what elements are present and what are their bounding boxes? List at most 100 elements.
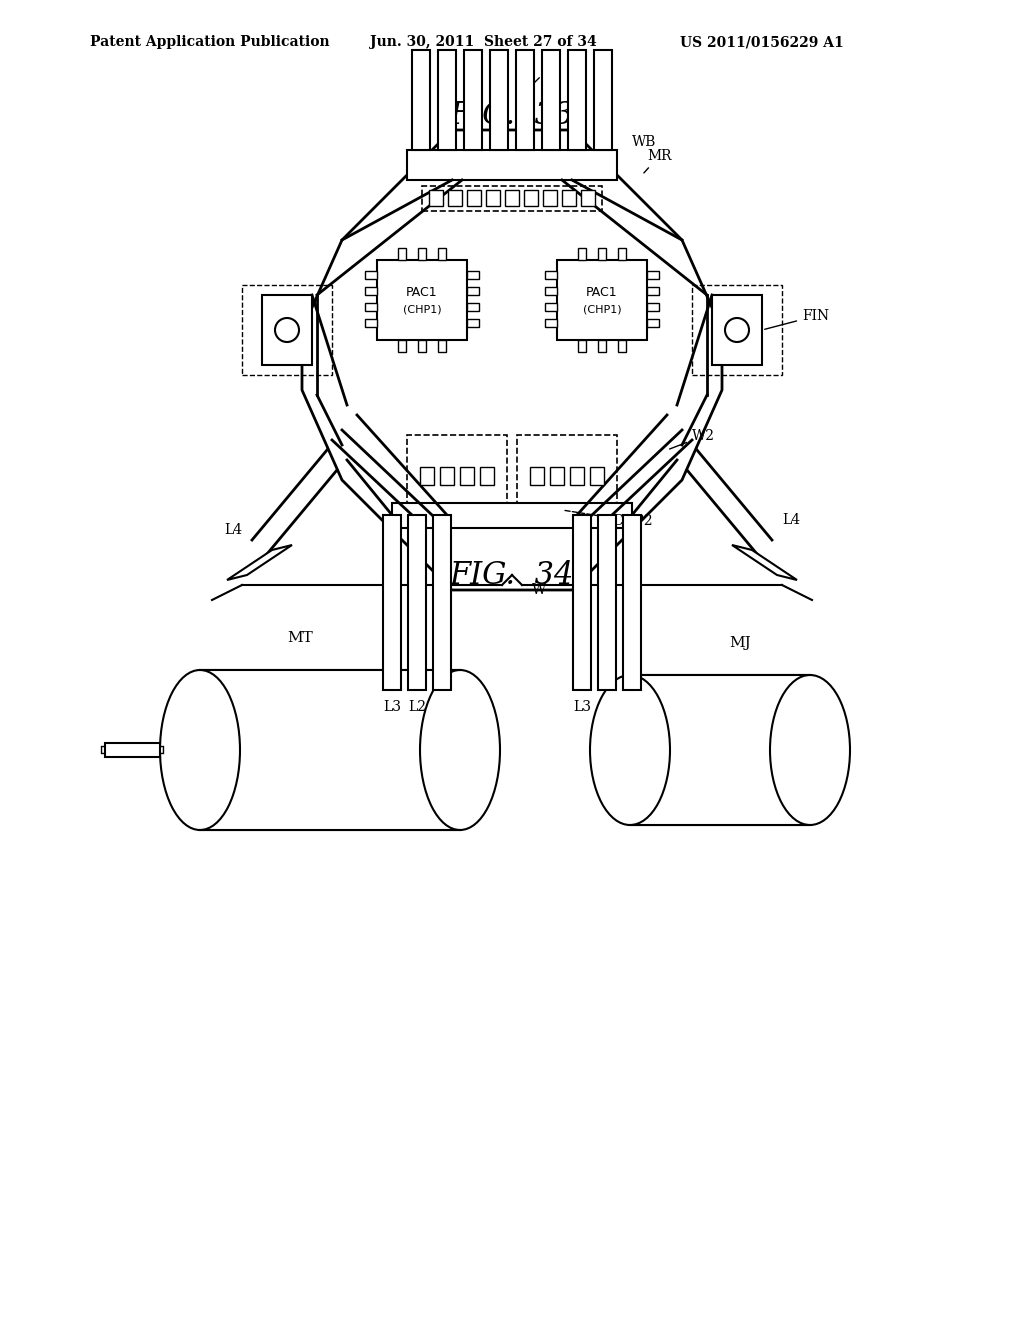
Bar	[200, 671, 460, 830]
Bar	[383, 515, 401, 690]
Bar	[647, 319, 659, 327]
Bar	[647, 304, 659, 312]
Bar	[480, 467, 494, 484]
Bar	[433, 515, 451, 690]
Bar	[365, 271, 377, 279]
Bar	[623, 515, 641, 690]
Circle shape	[725, 318, 749, 342]
Text: L3: L3	[573, 700, 591, 714]
Bar	[618, 248, 626, 260]
Ellipse shape	[160, 671, 240, 830]
Bar	[618, 341, 626, 352]
Text: Patent Application Publication: Patent Application Publication	[90, 36, 330, 49]
Text: (CHP1): (CHP1)	[583, 305, 622, 315]
Text: FIG.  33: FIG. 33	[450, 100, 574, 131]
Text: PAC1: PAC1	[586, 285, 617, 298]
Bar	[467, 304, 479, 312]
Bar	[545, 286, 557, 294]
Bar	[647, 271, 659, 279]
Text: L3: L3	[623, 700, 641, 714]
Text: W2: W2	[670, 429, 715, 449]
Bar	[440, 467, 454, 484]
Bar	[438, 341, 446, 352]
Text: CHP2: CHP2	[565, 511, 652, 528]
Bar	[377, 260, 467, 341]
Polygon shape	[227, 545, 292, 579]
Bar	[530, 467, 544, 484]
Bar	[467, 190, 481, 206]
Bar	[460, 467, 474, 484]
Bar	[557, 260, 647, 341]
Bar	[412, 50, 430, 150]
Text: US 2011/0156229 A1: US 2011/0156229 A1	[680, 36, 844, 49]
Bar	[545, 271, 557, 279]
Bar	[516, 50, 534, 150]
Bar	[598, 248, 606, 260]
Bar	[429, 190, 443, 206]
Bar	[598, 515, 616, 690]
Bar	[570, 467, 584, 484]
Bar	[630, 675, 810, 825]
Bar	[590, 467, 604, 484]
Bar	[418, 341, 426, 352]
Bar	[467, 319, 479, 327]
Bar	[578, 341, 586, 352]
Bar	[105, 743, 160, 756]
Bar	[692, 285, 782, 375]
Bar	[408, 515, 426, 690]
Bar	[712, 294, 762, 366]
Bar	[365, 304, 377, 312]
Bar	[543, 190, 557, 206]
Circle shape	[275, 318, 299, 342]
Text: L2: L2	[408, 700, 426, 714]
Bar	[449, 190, 462, 206]
Bar	[581, 190, 595, 206]
Bar	[467, 271, 479, 279]
Bar	[568, 50, 586, 150]
Bar	[573, 515, 591, 690]
Ellipse shape	[770, 675, 850, 825]
Bar	[578, 248, 586, 260]
Bar	[598, 341, 606, 352]
Polygon shape	[302, 129, 722, 590]
Bar	[464, 50, 482, 150]
Text: MT: MT	[287, 631, 313, 645]
Ellipse shape	[420, 671, 500, 830]
Text: L3: L3	[383, 700, 401, 714]
Text: L3: L3	[433, 700, 451, 714]
Bar	[562, 190, 575, 206]
Text: MR: MR	[644, 149, 672, 173]
Bar	[490, 50, 508, 150]
Text: Jun. 30, 2011  Sheet 27 of 34: Jun. 30, 2011 Sheet 27 of 34	[370, 36, 597, 49]
Text: FIN: FIN	[765, 309, 829, 329]
Text: L1: L1	[519, 59, 560, 98]
Bar	[420, 467, 434, 484]
Bar	[517, 436, 617, 506]
Polygon shape	[732, 545, 797, 579]
Bar	[550, 467, 564, 484]
Text: WB: WB	[632, 135, 656, 149]
Bar	[594, 50, 612, 150]
Bar	[200, 671, 460, 830]
Bar	[398, 341, 406, 352]
Text: (CHP1): (CHP1)	[402, 305, 441, 315]
Bar	[486, 190, 500, 206]
Bar	[407, 150, 617, 180]
Bar	[407, 436, 507, 506]
Text: L4: L4	[782, 513, 800, 527]
Bar	[365, 319, 377, 327]
Bar	[647, 286, 659, 294]
Bar	[630, 675, 810, 825]
Ellipse shape	[590, 675, 670, 825]
Bar	[398, 248, 406, 260]
Text: W: W	[532, 583, 546, 597]
Text: PAC1: PAC1	[407, 285, 438, 298]
Bar	[542, 50, 560, 150]
Bar	[505, 190, 519, 206]
Text: MJ: MJ	[729, 636, 751, 649]
Bar	[392, 503, 632, 528]
Bar	[438, 248, 446, 260]
Bar	[422, 186, 602, 210]
Bar	[242, 285, 332, 375]
Bar	[438, 50, 456, 150]
